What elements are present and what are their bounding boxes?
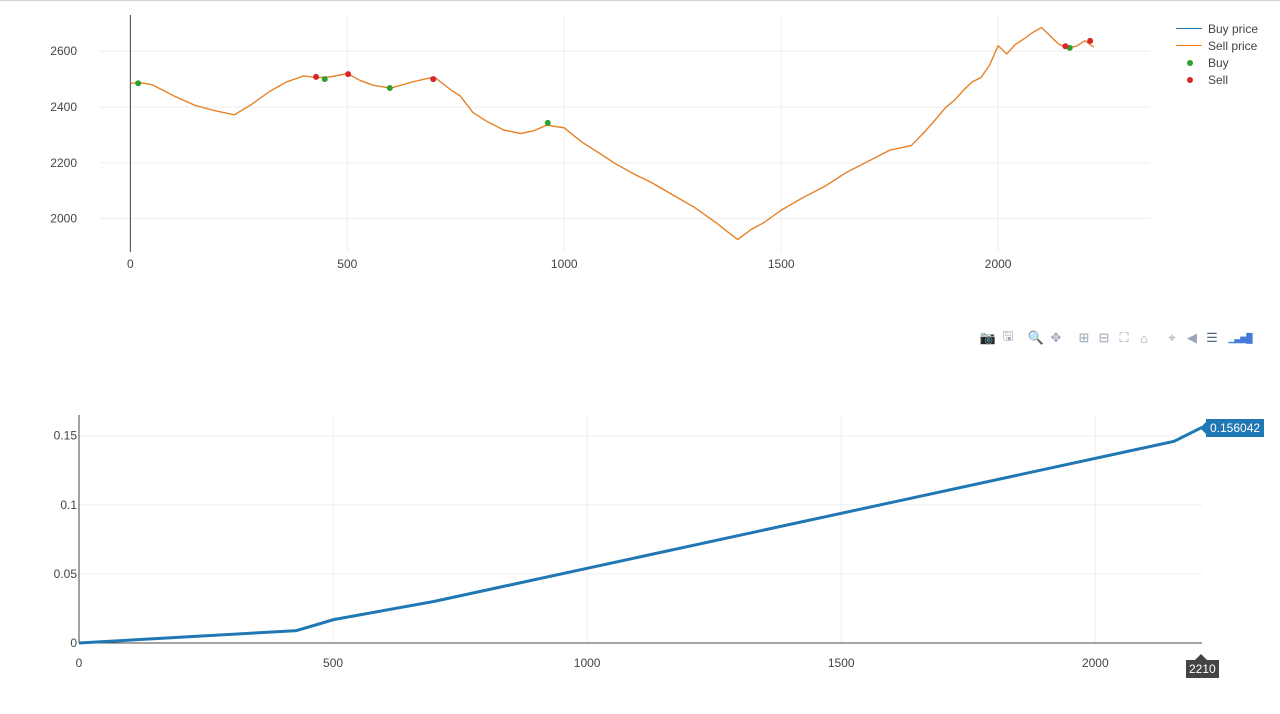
x-tick-label: 2000 [985, 257, 1012, 271]
hover-compare-icon[interactable]: ☰ [1206, 330, 1218, 345]
sell-marker[interactable] [430, 76, 437, 83]
top-divider [0, 0, 1280, 1]
legend-label: Sell [1208, 72, 1229, 87]
buy-marker[interactable] [321, 76, 328, 83]
save-icon[interactable]: 🖫 [1002, 328, 1014, 343]
legend-marker-icon [1187, 60, 1193, 66]
x-tick-label: 2000 [1082, 656, 1109, 670]
x-tick-label: 1500 [828, 656, 855, 670]
sell-marker[interactable] [1087, 37, 1094, 44]
legend[interactable]: Buy price Sell price Buy Sell [1170, 20, 1258, 88]
zoom-in-icon[interactable]: ⊞ [1078, 330, 1090, 345]
legend-label: Buy [1208, 55, 1229, 70]
x-tick-label: 500 [337, 257, 357, 271]
legend-line-icon [1176, 45, 1202, 46]
y-tick-label: 0.05 [54, 567, 78, 581]
legend-item-buy-price[interactable]: Buy price [1170, 20, 1258, 37]
sell-marker[interactable] [345, 71, 352, 78]
modebar: 📷 🖫 🔍 ✥ ⊞ ⊟ ⛶ ⌂ ⌖ ◀ ☰ ▁▃▅█ [978, 328, 1253, 348]
y-tick-label: 0 [70, 636, 77, 650]
x-tick-label: 1500 [768, 257, 795, 271]
zoom-icon[interactable]: 🔍 [1027, 330, 1045, 345]
sell-marker[interactable] [1062, 43, 1069, 50]
legend-item-sell-price[interactable]: Sell price [1170, 37, 1258, 54]
pan-icon[interactable]: ✥ [1050, 330, 1062, 345]
buy-marker[interactable] [544, 119, 551, 126]
buy-marker[interactable] [135, 80, 142, 87]
buy-marker[interactable] [386, 85, 393, 92]
y-tick-label: 2000 [50, 212, 77, 226]
y-tick-label: 0.1 [60, 498, 77, 512]
sell-marker[interactable] [313, 73, 320, 80]
hover-value-label: 0.156042 [1199, 419, 1265, 437]
legend-item-sell[interactable]: Sell [1170, 71, 1258, 88]
legend-label: Sell price [1208, 38, 1258, 53]
legend-line-icon [1176, 28, 1202, 29]
autoscale-icon[interactable]: ⛶ [1119, 330, 1129, 345]
legend-label: Buy price [1208, 21, 1259, 36]
zoom-out-icon[interactable]: ⊟ [1098, 330, 1110, 345]
price-chart[interactable]: 0 500 1000 1500 2000 2000 2200 2400 2600 [0, 0, 1280, 300]
y-tick-label: 2600 [50, 44, 77, 58]
reset-axes-icon[interactable]: ⌂ [1140, 330, 1148, 346]
spike-lines-icon[interactable]: ⌖ [1168, 330, 1176, 345]
series-line[interactable] [78, 426, 1203, 645]
x-tick-label: 0 [127, 257, 134, 271]
legend-item-buy[interactable]: Buy [1170, 54, 1258, 71]
x-tick-label: 0 [76, 656, 83, 670]
y-tick-label: 2400 [50, 100, 77, 114]
camera-icon[interactable]: 📷 [979, 330, 997, 345]
plotly-logo-icon[interactable]: ▁▃▅█ [1228, 332, 1252, 343]
x-tick-label: 500 [323, 656, 343, 670]
x-tick-label: 1000 [551, 257, 578, 271]
hover-closest-icon[interactable]: ◀ [1187, 330, 1197, 345]
y-tick-label: 0.15 [54, 429, 78, 443]
hover-x-label: 2210 [1186, 654, 1219, 678]
legend-marker-icon [1187, 77, 1193, 83]
x-tick-label: 1000 [574, 656, 601, 670]
y-tick-label: 2200 [50, 156, 77, 170]
